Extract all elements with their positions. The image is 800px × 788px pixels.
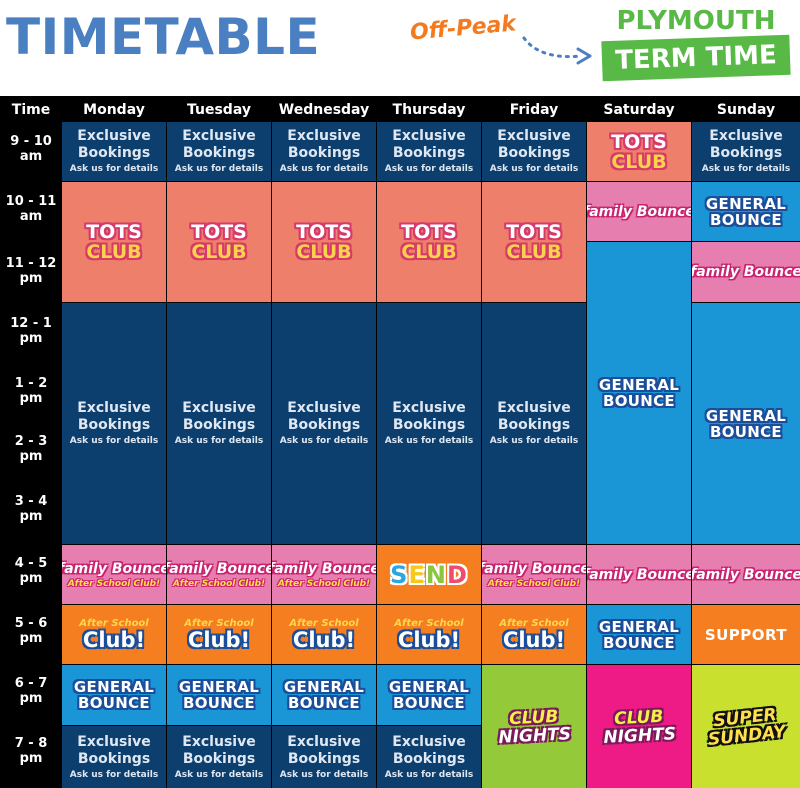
session-super-sunday[interactable]: SUPER SUNDAY [692, 665, 800, 788]
day-header-tuesday: Tuesday [187, 102, 251, 118]
general-bounce-logo: GENERAL BOUNCE [283, 678, 365, 712]
time-slot-3-4: 3 - 4 pm [14, 494, 48, 524]
time-slot-1-2: 1 - 2 pm [14, 376, 48, 406]
general-bounce-logo: GENERAL BOUNCE [598, 617, 680, 652]
session-tots-club[interactable]: TOTS CLUB [167, 182, 271, 302]
badge-green-band: TERM TIME [601, 34, 791, 82]
general-bounce-logo: GENERAL BOUNCE [598, 376, 680, 410]
badge-line-2: TERM TIME [614, 40, 778, 76]
time-column-header: Time [11, 102, 51, 118]
session-exclusive-bookings[interactable]: Exclusive Bookings Ask us for details [377, 726, 481, 788]
session-exclusive-bookings[interactable]: Exclusive Bookings Ask us for details [167, 303, 271, 544]
day-header-thursday: Thursday [392, 102, 466, 118]
time-slot-6-7: 6 - 7 pm [14, 676, 48, 706]
session-exclusive-bookings[interactable]: Exclusive Bookings Ask us for details [167, 726, 271, 788]
tots-club-logo: TOTS CLUB [401, 221, 457, 263]
session-family-bounce[interactable]: family Bounce [587, 545, 691, 604]
session-exclusive-bookings[interactable]: Exclusive Bookings Ask us for details [482, 122, 586, 181]
time-slot-2-3: 2 - 3 pm [14, 434, 48, 464]
session-send[interactable]: SEND [377, 545, 481, 604]
general-bounce-logo: GENERAL BOUNCE [705, 406, 787, 441]
day-header-saturday: Saturday [603, 102, 675, 118]
session-exclusive-bookings[interactable]: Exclusive Bookings Ask us for details [377, 303, 481, 544]
session-family-bounce[interactable]: family Bounce [587, 182, 691, 241]
general-bounce-logo: GENERAL BOUNCE [178, 678, 260, 712]
location-badge: PLYMOUTH TERM TIME [600, 4, 792, 82]
day-header-wednesday: Wednesday [278, 102, 370, 118]
session-club-nights[interactable]: CLUB NIGHTS [587, 665, 691, 788]
session-club-nights[interactable]: CLUB NIGHTS [482, 665, 586, 788]
day-header-sunday: Sunday [716, 102, 776, 118]
general-bounce-logo: GENERAL BOUNCE [705, 194, 787, 229]
session-family-bounce-after-school[interactable]: family Bounce After School Club! [62, 545, 166, 604]
session-exclusive-bookings[interactable]: Exclusive Bookings Ask us for details [62, 726, 166, 788]
tots-club-logo: TOTS CLUB [191, 221, 247, 263]
session-tots-club[interactable]: TOTS CLUB [62, 182, 166, 302]
session-general-bounce[interactable]: GENERAL BOUNCE [62, 665, 166, 725]
day-header-monday: Monday [83, 102, 145, 118]
session-general-bounce[interactable]: GENERAL BOUNCE [587, 605, 691, 664]
session-after-school-club[interactable]: After School Club! [377, 605, 481, 664]
time-slot-9-10: 9 - 10 am [10, 134, 52, 164]
session-tots-club[interactable]: TOTS CLUB [377, 182, 481, 302]
session-general-bounce[interactable]: GENERAL BOUNCE [167, 665, 271, 725]
session-family-bounce[interactable]: family Bounce [692, 242, 800, 302]
session-exclusive-bookings[interactable]: Exclusive Bookings Ask us for details [482, 303, 586, 544]
session-family-bounce-after-school[interactable]: family Bounce After School Club! [482, 545, 586, 604]
session-family-bounce-after-school[interactable]: family Bounce After School Club! [167, 545, 271, 604]
session-tots-club[interactable]: TOTS CLUB [482, 182, 586, 302]
time-slot-5-6: 5 - 6 pm [14, 616, 48, 646]
session-family-bounce-after-school[interactable]: family Bounce After School Club! [272, 545, 376, 604]
session-after-school-club[interactable]: After School Club! [272, 605, 376, 664]
session-family-bounce[interactable]: family Bounce [692, 545, 800, 604]
badge-line-1: PLYMOUTH [616, 6, 776, 36]
session-tots-club[interactable]: TOTS CLUB [272, 182, 376, 302]
dotted-arrow-icon [522, 36, 592, 65]
session-exclusive-bookings[interactable]: Exclusive Bookings Ask us for details [62, 303, 166, 544]
session-exclusive-bookings[interactable]: Exclusive Bookings Ask us for details [272, 303, 376, 544]
session-general-bounce[interactable]: GENERAL BOUNCE [587, 242, 691, 544]
time-slot-7-8: 7 - 8 pm [14, 736, 48, 766]
general-bounce-logo: GENERAL BOUNCE [73, 678, 155, 712]
session-exclusive-bookings[interactable]: Exclusive Bookings Ask us for details [167, 122, 271, 181]
session-general-bounce[interactable]: GENERAL BOUNCE [377, 665, 481, 725]
session-after-school-club[interactable]: After School Club! [167, 605, 271, 664]
tots-club-logo: TOTS CLUB [296, 221, 352, 263]
session-general-bounce[interactable]: GENERAL BOUNCE [272, 665, 376, 725]
session-after-school-club[interactable]: After School Club! [482, 605, 586, 664]
general-bounce-logo: GENERAL BOUNCE [388, 678, 470, 712]
time-slot-12-1: 12 - 1 pm [10, 316, 52, 346]
session-exclusive-bookings[interactable]: Exclusive Bookings Ask us for details [377, 122, 481, 181]
send-logo: SEND [390, 560, 468, 589]
session-after-school-club[interactable]: After School Club! [62, 605, 166, 664]
club-nights-logo: CLUB NIGHTS [602, 706, 677, 748]
time-slot-10-11: 10 - 11 am [5, 194, 57, 224]
club-nights-logo: CLUB NIGHTS [497, 706, 572, 748]
off-peak-label: Off-Peak [409, 11, 517, 46]
session-exclusive-bookings[interactable]: Exclusive Bookings Ask us for details [272, 726, 376, 788]
day-header-friday: Friday [509, 102, 559, 118]
time-slot-4-5: 4 - 5 pm [14, 556, 48, 586]
super-sunday-logo: SUPER SUNDAY [707, 704, 787, 750]
page-title: TIMETABLE [6, 8, 321, 66]
tots-club-logo: TOTS CLUB [506, 221, 562, 263]
timetable-grid: Time Monday Tuesday Wednesday Thursday F… [0, 96, 800, 788]
session-support[interactable]: SUPPORT [692, 605, 800, 664]
session-exclusive-bookings[interactable]: Exclusive Bookings Ask us for details [692, 122, 800, 181]
session-general-bounce[interactable]: GENERAL BOUNCE [692, 303, 800, 544]
session-exclusive-bookings[interactable]: Exclusive Bookings Ask us for details [62, 122, 166, 181]
time-slot-11-12: 11 - 12 pm [5, 256, 57, 286]
session-exclusive-bookings[interactable]: Exclusive Bookings Ask us for details [272, 122, 376, 181]
tots-club-logo: TOTS CLUB [86, 221, 142, 263]
session-tots-club[interactable]: TOTS CLUB [587, 122, 691, 181]
tots-club-logo: TOTS CLUB [611, 130, 667, 173]
session-general-bounce[interactable]: GENERAL BOUNCE [692, 182, 800, 241]
